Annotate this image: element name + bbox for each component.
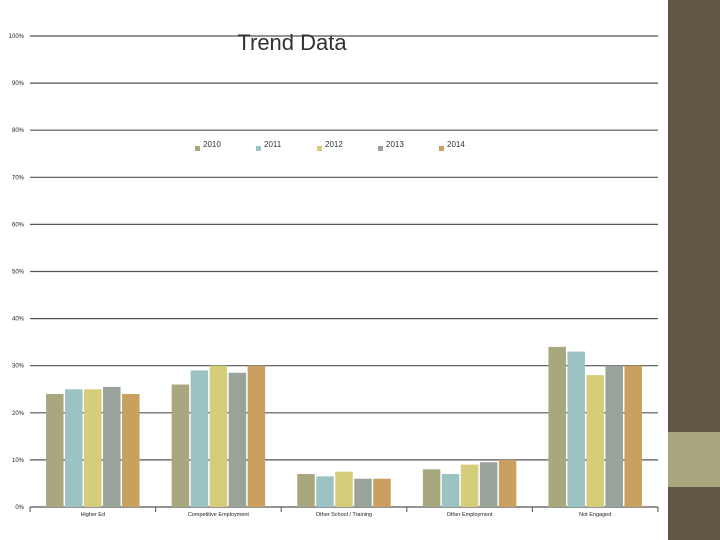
bar-2012 (209, 365, 228, 507)
bar-2011 (190, 370, 209, 507)
bar-2014 (624, 365, 642, 507)
legend-swatch (195, 146, 200, 151)
y-tick-label: 90% (12, 81, 25, 87)
legend-swatch (317, 146, 322, 151)
bar-2014 (122, 393, 140, 507)
bar-2012 (586, 375, 604, 507)
category-labels: Higher Ed Competitive Employment Other Sch… (81, 512, 612, 518)
bar-2014 (373, 478, 391, 507)
bar-2011 (316, 476, 334, 507)
category-label: Other Employment (447, 512, 493, 518)
bar-2012 (84, 389, 102, 507)
bar-2010 (46, 393, 64, 507)
legend: 2010 2011 2012 2013 2014 (195, 140, 465, 151)
bar-2011 (441, 474, 460, 507)
bar-2013 (605, 365, 623, 507)
category-label: Not Engaged (579, 512, 611, 518)
bar-2013 (479, 462, 498, 507)
bar-2010 (422, 469, 441, 507)
y-tick-label: 60% (12, 222, 25, 228)
legend-label: 2013 (386, 140, 404, 149)
bar-2011 (567, 351, 585, 507)
bar-2010 (548, 346, 566, 507)
y-tick-label: 50% (12, 270, 25, 276)
chart-title: Trend Data (237, 30, 347, 55)
legend-label: 2011 (264, 140, 282, 149)
legend-swatch (378, 146, 383, 151)
y-tick-label: 70% (12, 175, 25, 181)
bar-2013 (354, 478, 372, 507)
bar-2011 (65, 389, 83, 507)
y-tick-label: 80% (12, 128, 25, 134)
bar-2014 (498, 459, 517, 507)
bars (46, 346, 642, 507)
bar-2013 (103, 386, 121, 507)
y-tick-label: 10% (12, 458, 25, 464)
bar-2013 (228, 372, 247, 507)
bar-2014 (247, 365, 266, 507)
bar-2012 (335, 471, 353, 507)
legend-swatch (439, 146, 444, 151)
y-tick-label: 0% (15, 505, 24, 511)
legend-label: 2014 (447, 140, 465, 149)
bar-2010 (297, 474, 315, 507)
bar-2012 (460, 464, 479, 507)
category-label: Competitive Employment (188, 512, 250, 518)
side-accent (668, 432, 720, 487)
category-label: Higher Ed (81, 512, 105, 518)
legend-label: 2010 (203, 140, 221, 149)
y-tick-label: 20% (12, 411, 25, 417)
y-tick-label: 100% (9, 34, 25, 40)
y-tick-label: 40% (12, 317, 25, 323)
legend-swatch (256, 146, 261, 151)
y-tick-label: 30% (12, 364, 25, 370)
y-tick-labels: 100% 90% 80% 70% 60% 50% 40% 30% 20% 10% 0% (9, 34, 25, 511)
legend-label: 2012 (325, 140, 343, 149)
bar-2010 (171, 384, 190, 507)
category-label: Other School / Training (316, 512, 372, 518)
